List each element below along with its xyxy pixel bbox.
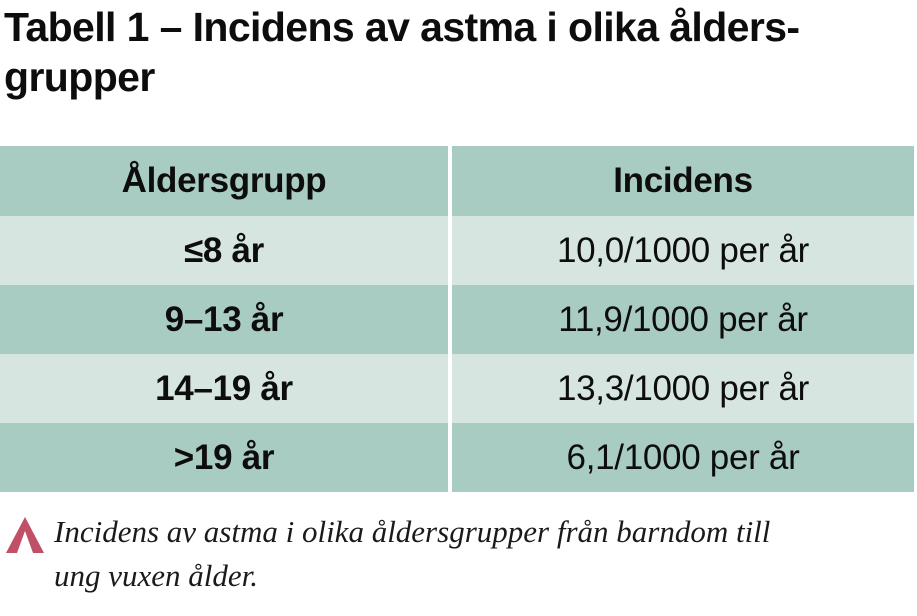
table-title: Tabell 1 – Incidens av astma i olika åld… <box>4 2 800 102</box>
age-group-cell: >19 år <box>0 423 448 492</box>
column-divider <box>448 216 452 285</box>
column-header-incidence: Incidens <box>452 146 914 216</box>
table-row: ≤8 år 10,0/1000 per år <box>0 216 914 285</box>
table-header-row: Åldersgrupp Incidens <box>0 146 914 216</box>
caption-line-1: Incidens av astma i olika åldersgrupper … <box>54 514 771 549</box>
age-group-cell: ≤8 år <box>0 216 448 285</box>
table-title-line-2: grupper <box>4 54 155 100</box>
incidence-table: Åldersgrupp Incidens ≤8 år 10,0/1000 per… <box>0 146 914 492</box>
column-divider <box>448 354 452 423</box>
column-header-age-group: Åldersgrupp <box>0 146 448 216</box>
column-divider <box>448 423 452 492</box>
column-divider <box>448 146 452 216</box>
table-row: 9–13 år 11,9/1000 per år <box>0 285 914 354</box>
age-group-cell: 9–13 år <box>0 285 448 354</box>
incidence-cell: 13,3/1000 per år <box>452 354 914 423</box>
caption-text: Incidens av astma i olika åldersgrupper … <box>54 510 770 598</box>
incidence-cell: 11,9/1000 per år <box>452 285 914 354</box>
table-title-line-1: Tabell 1 – Incidens av astma i olika åld… <box>4 4 800 50</box>
table-row: 14–19 år 13,3/1000 per år <box>0 354 914 423</box>
incidence-cell: 6,1/1000 per år <box>452 423 914 492</box>
column-divider <box>448 285 452 354</box>
table-row: >19 år 6,1/1000 per år <box>0 423 914 492</box>
age-group-cell: 14–19 år <box>0 354 448 423</box>
caption-line-2: ung vuxen ålder. <box>54 558 259 593</box>
caret-up-icon <box>6 517 44 553</box>
incidence-cell: 10,0/1000 per år <box>452 216 914 285</box>
figure-caption: Incidens av astma i olika åldersgrupper … <box>6 510 896 598</box>
